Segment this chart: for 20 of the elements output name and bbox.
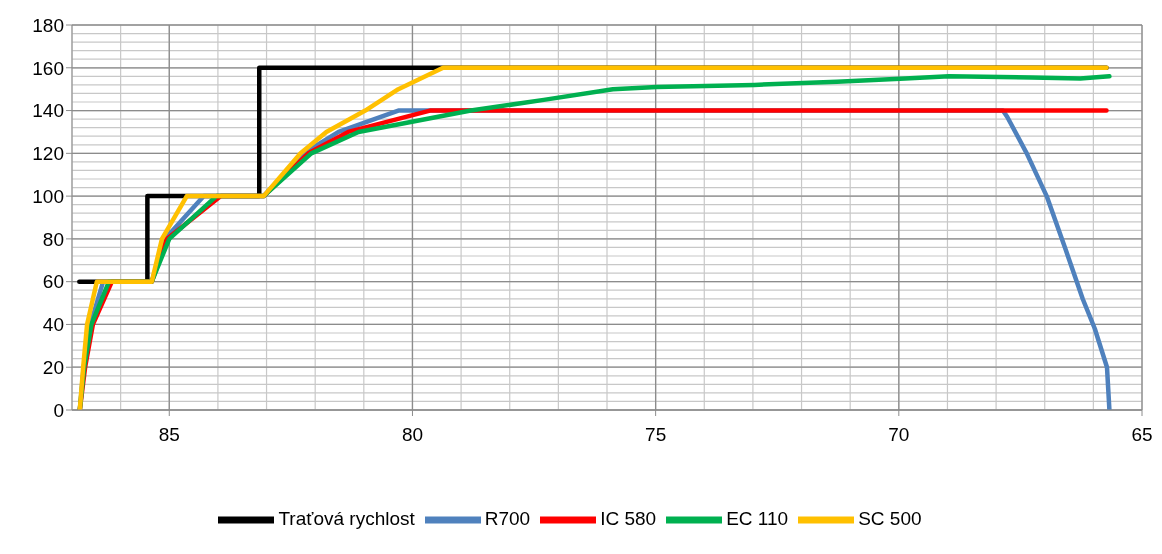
x-tick-label: 85 — [158, 424, 180, 446]
y-tick-label: 100 — [32, 185, 64, 207]
x-tick-label: 70 — [888, 424, 910, 446]
legend-label: EC 110 — [726, 508, 789, 530]
y-tick-label: 120 — [32, 143, 64, 165]
legend-label: IC 580 — [600, 508, 657, 530]
legend-label: Traťová rychlost — [278, 508, 415, 530]
y-tick-label: 180 — [32, 14, 64, 36]
legend-label: SC 500 — [858, 508, 922, 530]
legend-label: R700 — [484, 508, 531, 530]
y-tick-label: 60 — [42, 271, 64, 293]
y-tick-label: 160 — [32, 57, 64, 79]
y-tick-label: 20 — [42, 356, 64, 378]
y-tick-label: 80 — [42, 228, 64, 250]
y-tick-label: 40 — [42, 314, 64, 336]
y-tick-label: 0 — [53, 399, 64, 421]
x-tick-label: 80 — [401, 424, 424, 446]
x-tick-label: 75 — [645, 424, 667, 446]
y-tick-label: 140 — [32, 100, 64, 122]
x-tick-label: 65 — [1131, 424, 1153, 446]
